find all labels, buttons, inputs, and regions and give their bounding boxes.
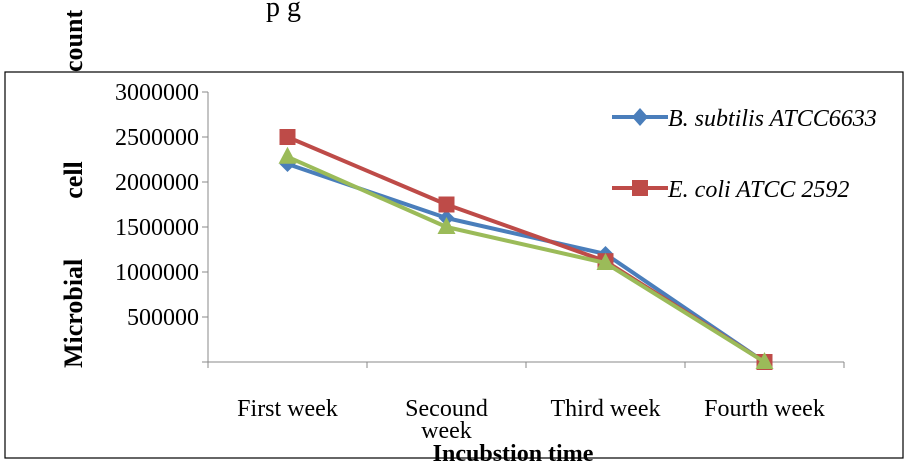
y-ticks: 3000000 2500000 2000000 1500000 1000000 50000… [115,80,208,363]
plot-border [4,71,904,459]
x-tick-label: Third week [551,396,661,422]
data-point-2 [437,217,456,234]
data-point-2 [596,253,615,270]
series-line-1 [286,135,766,364]
y-axis-title-word-1: Microbial [59,259,88,368]
y-tick-label: 1500000 [115,215,199,241]
x-tick-label: Secound week [405,396,488,444]
y-tick-label: 500000 [127,305,199,331]
x-tick-label: First week [237,396,338,422]
series-line-2 [286,154,766,364]
legend-label-e-coli: E. coli ATCC 2592 [667,177,849,203]
y-tick-label: 2000000 [115,170,199,196]
legend: B. subtilis ATCC6633 E. coli ATCC 2592 [612,106,877,203]
legend-marker-e-coli [632,180,648,196]
data-point-2 [755,352,774,369]
y-tick-label: 3000000 [115,80,199,106]
data-point-1 [279,129,296,145]
legend-label-b-subtilis: B. subtilis ATCC6633 [668,106,877,132]
y-tick-label: 1000000 [115,260,199,286]
chart-title-fragment: p g [266,0,301,23]
series-group [278,129,774,370]
y-axis-title-word-2: cell [59,161,88,199]
y-tick-label: 2500000 [115,125,199,151]
x-ticks: First week Secound week Third week Fourth we… [207,362,845,444]
x-tick-label: Fourth week [704,396,825,422]
y-axis-title-word-3: count [59,10,88,72]
x-axis-title: Incubstion time [433,441,594,461]
legend-marker-b-subtilis [632,108,648,126]
data-point-2 [278,146,297,164]
data-point-1 [438,196,455,213]
